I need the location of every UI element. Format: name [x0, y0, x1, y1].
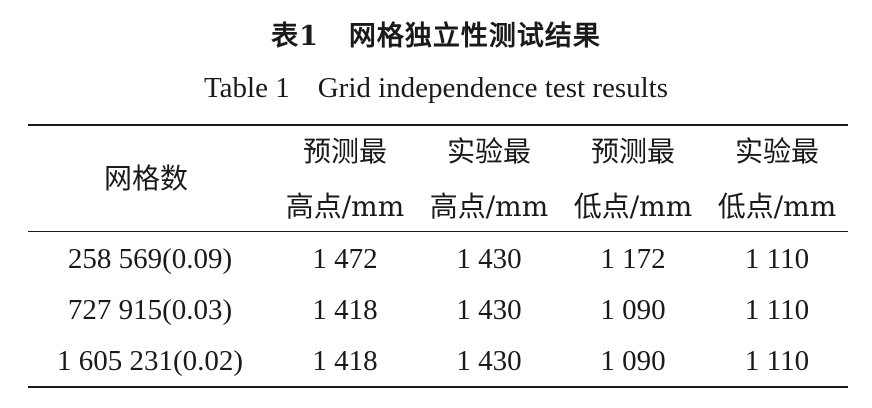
row-1-predicted-high: 1 472: [312, 243, 378, 275]
header-col-2-line2: 高点/mm: [429, 190, 549, 223]
table-caption-cn: 表1 网格独立性测试结果: [0, 14, 872, 53]
header-grid-count: 网格数: [103, 162, 188, 195]
header-col-3-line2: 低点/mm: [573, 190, 693, 223]
caption-en-number: Table 1: [203, 72, 290, 104]
header-col-2-line1: 实验最: [446, 135, 531, 168]
table-caption-en: Table 1 Grid independence test results: [0, 72, 872, 105]
row-3-experimental-low: 1 110: [744, 345, 810, 377]
row-3-experimental-high: 1 430: [456, 345, 522, 377]
row-2-predicted-low: 1 090: [600, 294, 666, 326]
row-1-experimental-high: 1 430: [456, 243, 522, 275]
caption-en-title: Grid independence test results: [317, 72, 669, 104]
row-1-grid: 258 569(0.09): [67, 243, 233, 275]
table-bottom-rule: [28, 386, 848, 388]
header-col-1-line1: 预测最: [302, 135, 387, 168]
header-col-4-line1: 实验最: [734, 135, 819, 168]
header-col-4-line2: 低点/mm: [717, 190, 837, 223]
header-col-3-line1: 预测最: [590, 135, 675, 168]
table-top-rule: [28, 124, 848, 126]
row-3-grid: 1 605 231(0.02): [56, 345, 244, 377]
table-header-rule: [28, 231, 848, 232]
row-1-predicted-low: 1 172: [600, 243, 666, 275]
caption-cn-title: 网格独立性测试结果: [348, 21, 601, 52]
row-2-predicted-high: 1 418: [312, 294, 378, 326]
row-2-grid: 727 915(0.03): [67, 294, 233, 326]
row-3-predicted-high: 1 418: [312, 345, 378, 377]
row-3-predicted-low: 1 090: [600, 345, 666, 377]
header-col-1-line2: 高点/mm: [285, 190, 405, 223]
row-2-experimental-high: 1 430: [456, 294, 522, 326]
row-1-experimental-low: 1 110: [744, 243, 810, 275]
caption-cn-number: 表1: [271, 21, 319, 52]
row-2-experimental-low: 1 110: [744, 294, 810, 326]
